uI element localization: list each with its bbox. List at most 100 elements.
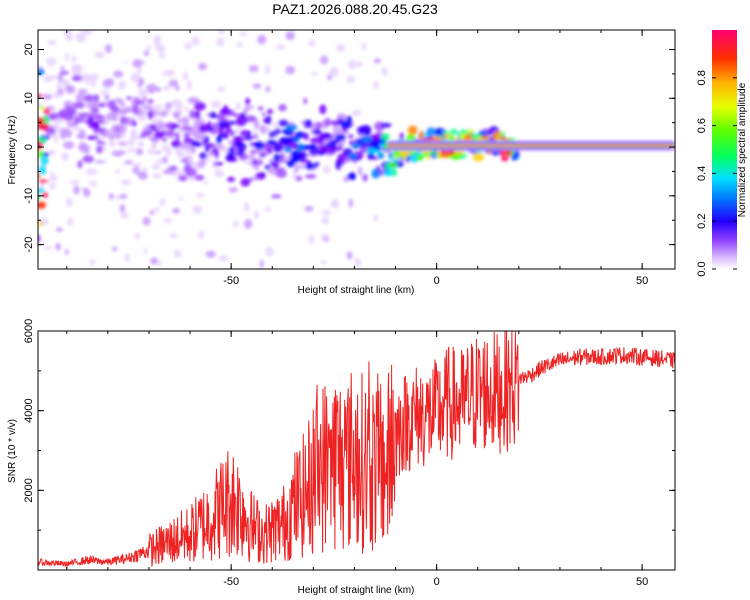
spectrogram-cell xyxy=(176,118,183,123)
spectrogram-cell xyxy=(120,49,131,59)
spectrogram-cell xyxy=(134,232,141,240)
spectrogram-cell xyxy=(321,259,327,265)
spectrogram-cell xyxy=(119,31,125,40)
spectrogram-cell xyxy=(104,78,114,84)
spectrogram-cell xyxy=(57,159,65,165)
spectrogram-cell xyxy=(134,99,144,106)
spectrogram-cell xyxy=(54,65,59,73)
spectrogram-cell xyxy=(235,102,242,110)
spectrogram-cell xyxy=(46,57,57,67)
spectrogram-cell xyxy=(153,104,163,110)
spectrogram-cell xyxy=(198,126,210,133)
spectrogram-cell xyxy=(212,122,218,131)
spectrogram-cell xyxy=(84,209,95,217)
spectrogram-cell xyxy=(340,123,352,129)
spectrogram-cell xyxy=(297,143,304,152)
spectrogram-cell xyxy=(61,128,69,132)
spectrogram-cell xyxy=(252,83,262,89)
spectrogram-cell xyxy=(245,97,251,106)
spectrogram-cell xyxy=(161,239,170,250)
spectrogram-cell xyxy=(146,83,158,93)
spectrogram-cell xyxy=(218,120,229,129)
spectrogram-cell xyxy=(89,78,97,88)
spectrogram-cell xyxy=(253,210,260,220)
spectrogram-cell xyxy=(119,193,128,200)
spectrogram-cell xyxy=(38,150,44,159)
spectrogram-cell xyxy=(56,57,64,61)
snr-series-line xyxy=(38,331,675,569)
spectrogram-cell xyxy=(501,155,509,162)
spectrogram-cell xyxy=(325,143,331,148)
spectrogram-cell xyxy=(131,105,139,114)
spectrogram-cell xyxy=(119,116,128,124)
spectrogram-cell xyxy=(93,197,105,203)
spectrogram-cell xyxy=(246,155,253,159)
spectrogram-cell xyxy=(117,141,126,146)
spectrogram-cell xyxy=(187,80,193,91)
spectrogram-cell xyxy=(247,130,252,138)
spectrogram-cell xyxy=(347,173,356,180)
spectrogram-cell xyxy=(118,80,126,91)
spectrogram-cell xyxy=(381,67,388,76)
spectrogram-cell xyxy=(126,41,131,49)
spectrogram-cell xyxy=(266,115,272,125)
spectrogram-cell xyxy=(234,128,240,135)
spectrogram-cell xyxy=(111,219,119,224)
spectrogram-cell xyxy=(38,173,41,179)
spectrogram-cell xyxy=(60,130,66,140)
spectrogram-cell xyxy=(259,153,267,158)
spectrogram-cell xyxy=(253,141,265,150)
spectrogram-cell xyxy=(102,185,112,195)
spectrogram-cell xyxy=(392,167,397,177)
spectrogram-cell xyxy=(216,37,225,47)
spectrogram-cell xyxy=(82,187,89,191)
spectrogram-cell xyxy=(120,211,129,219)
spectrogram-cell xyxy=(435,128,442,136)
spectrogram-cell xyxy=(271,122,279,127)
spectrogram-cell xyxy=(322,165,331,174)
spectrogram-cell xyxy=(240,178,251,187)
spectrogram-cell xyxy=(441,131,453,135)
spectrogram-cell xyxy=(272,142,284,153)
spectrogram-cell xyxy=(257,106,264,111)
spectrogram-cell xyxy=(179,222,187,232)
spectrogram-cell xyxy=(373,214,379,222)
spectrogram-cell xyxy=(253,158,257,166)
spectrogram-cell xyxy=(371,168,381,179)
spectrogram-cell xyxy=(165,101,172,110)
spectrogram-cell xyxy=(119,171,128,181)
spectrogram-cell xyxy=(216,134,223,144)
spectrogram-cell xyxy=(77,112,89,119)
spectrogram-cell xyxy=(162,156,168,164)
snr-y-axis-label: SNR (10 * v/v) xyxy=(7,419,18,483)
spectrogram-cell xyxy=(164,69,176,77)
spectrogram-cell xyxy=(151,72,158,80)
spectrogram-cell xyxy=(191,36,200,46)
spectrogram-cell xyxy=(210,100,221,109)
spectrogram-cell xyxy=(94,51,105,59)
spectrogram-cell xyxy=(170,53,178,59)
spectrogram-cell xyxy=(149,209,155,216)
spectrogram-cell xyxy=(259,259,264,269)
spectrogram-cell xyxy=(83,189,91,198)
spectrogram-cell xyxy=(280,129,290,133)
spectrogram-cell xyxy=(305,144,317,150)
spectrogram-cell xyxy=(148,68,157,73)
spectrogram-cell xyxy=(219,107,231,116)
spectrogram-cell xyxy=(303,97,308,105)
spectrogram-cell xyxy=(232,220,239,228)
spectrogram-cell xyxy=(65,189,76,194)
spectrogram-cell xyxy=(198,230,205,240)
spectrogram-cell xyxy=(130,133,138,141)
spectrogram-cell xyxy=(214,168,223,178)
colorbar-tick-label: 0.2 xyxy=(696,214,708,229)
spectrogram-cell xyxy=(42,192,48,198)
spectrogram-cell xyxy=(90,107,100,113)
spectrogram-cell xyxy=(415,154,424,161)
spectrogram-cell xyxy=(161,137,167,142)
spectrogram-cell xyxy=(111,246,118,252)
spectrogram-cell xyxy=(113,70,124,78)
spectrogram-cell xyxy=(356,126,366,135)
spectrogram-cell xyxy=(308,234,315,245)
spectrogram-cell xyxy=(194,174,205,181)
